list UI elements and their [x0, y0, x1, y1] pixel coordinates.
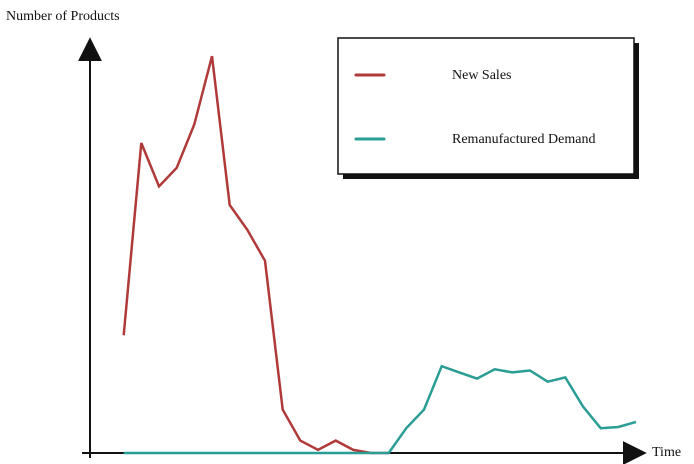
legend-label-new-sales: New Sales — [452, 68, 512, 83]
x-axis-label: Time — [652, 445, 681, 460]
series-line-remanufactured-demand — [123, 364, 637, 455]
legend: New Sales Remanufactured Demand — [337, 37, 639, 179]
series-group — [122, 55, 637, 455]
legend-box — [337, 37, 635, 175]
legend-label-remanufactured-demand: Remanufactured Demand — [452, 132, 595, 147]
series-line-new-sales — [122, 55, 389, 455]
y-axis-label: Number of Products — [6, 9, 120, 24]
